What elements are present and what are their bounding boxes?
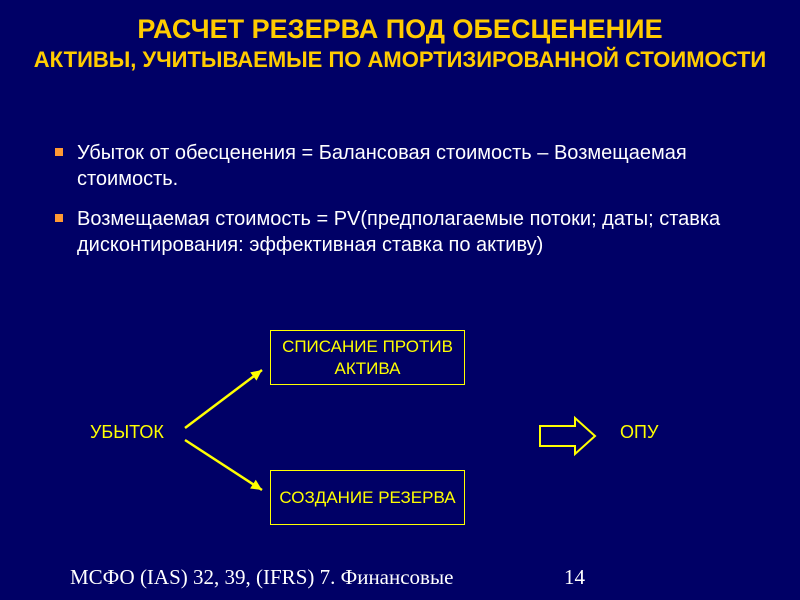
slide-title: РАСЧЕТ РЕЗЕРВА ПОД ОБЕСЦЕНЕНИЕ — [30, 14, 770, 45]
bullet-item: Убыток от обесценения = Балансовая стоим… — [55, 140, 745, 192]
bullet-item: Возмещаемая стоимость = PV(предполагаемы… — [55, 206, 745, 258]
diagram-right-label: ОПУ — [620, 422, 658, 443]
square-bullet-icon — [55, 148, 63, 156]
page-number: 14 — [564, 565, 585, 590]
slide-subtitle: АКТИВЫ, УЧИТЫВАЕМЫЕ ПО АМОРТИЗИРОВАННОЙ … — [30, 47, 770, 73]
footer-text: МСФО (IAS) 32, 39, (IFRS) 7. Финансовые — [70, 565, 453, 590]
diagram-box-top: СПИСАНИЕ ПРОТИВ АКТИВА — [270, 330, 465, 385]
diagram-box-bottom: СОЗДАНИЕ РЕЗЕРВА — [270, 470, 465, 525]
bullet-list: Убыток от обесценения = Балансовая стоим… — [55, 140, 745, 272]
bullet-text: Возмещаемая стоимость = PV(предполагаемы… — [77, 206, 745, 258]
diagram-left-label: УБЫТОК — [90, 422, 164, 443]
square-bullet-icon — [55, 214, 63, 222]
slide: РАСЧЕТ РЕЗЕРВА ПОД ОБЕСЦЕНЕНИЕ АКТИВЫ, У… — [0, 0, 800, 600]
diagram: УБЫТОК ОПУ СПИСАНИЕ ПРОТИВ АКТИВА СОЗДАН… — [0, 310, 800, 540]
title-block: РАСЧЕТ РЕЗЕРВА ПОД ОБЕСЦЕНЕНИЕ АКТИВЫ, У… — [30, 14, 770, 73]
bullet-text: Убыток от обесценения = Балансовая стоим… — [77, 140, 745, 192]
